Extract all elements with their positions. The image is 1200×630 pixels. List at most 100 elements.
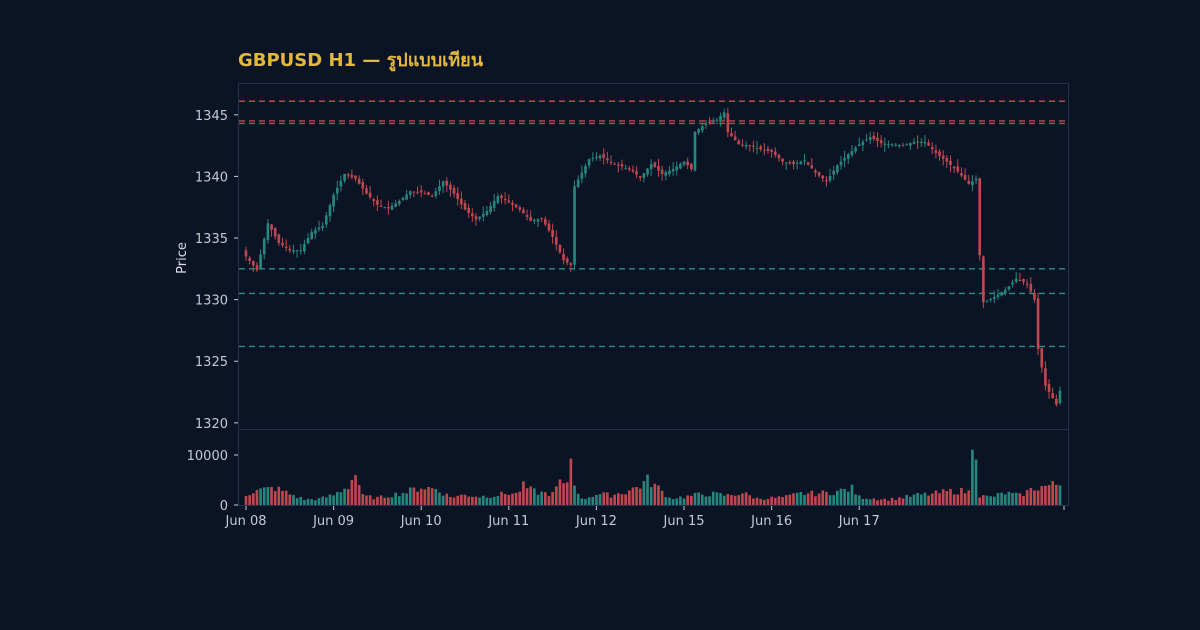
candle-body bbox=[715, 119, 719, 121]
candle-body bbox=[456, 192, 460, 199]
candle-body bbox=[803, 160, 806, 162]
volume-bar bbox=[649, 487, 653, 505]
volume-bar bbox=[365, 495, 368, 505]
candle-body bbox=[726, 113, 730, 133]
candle-body bbox=[960, 173, 963, 176]
candle-body bbox=[660, 169, 664, 174]
volume-bar bbox=[941, 489, 945, 505]
volume-bar bbox=[244, 495, 248, 505]
volume-bar bbox=[427, 486, 430, 505]
volume-bar bbox=[919, 494, 923, 505]
volume-bar bbox=[825, 491, 828, 505]
candle-body bbox=[507, 200, 511, 203]
volume-bar bbox=[591, 496, 595, 505]
candle-body bbox=[613, 163, 616, 165]
volume-bar bbox=[1007, 491, 1011, 505]
candle-body bbox=[251, 260, 255, 266]
candle-body bbox=[463, 203, 467, 210]
volume-bar bbox=[416, 491, 419, 505]
volume-bar bbox=[248, 495, 251, 505]
time-tick-label: Jun 08 bbox=[225, 514, 267, 529]
candle-body bbox=[617, 164, 620, 166]
candle-body bbox=[744, 145, 748, 147]
candle-body bbox=[489, 205, 492, 213]
volume-bar bbox=[361, 494, 365, 505]
candle-body bbox=[1051, 393, 1055, 399]
candle-body bbox=[496, 196, 500, 203]
candle-body bbox=[365, 188, 368, 194]
volume-bar bbox=[533, 488, 536, 505]
candle-body bbox=[288, 248, 292, 251]
candle-body bbox=[868, 136, 872, 141]
candle-body bbox=[310, 231, 314, 240]
volume-bar bbox=[335, 492, 339, 505]
volume-bar bbox=[434, 489, 438, 505]
candle-body bbox=[777, 154, 781, 159]
volume-bar bbox=[784, 495, 788, 505]
candle-body bbox=[281, 242, 284, 246]
candle-body bbox=[441, 181, 445, 187]
volume-bar bbox=[679, 496, 682, 505]
volume-bar bbox=[989, 496, 992, 505]
candle-body bbox=[690, 163, 693, 170]
candle-body bbox=[766, 148, 770, 151]
candle-body bbox=[394, 203, 397, 207]
candle-body bbox=[1033, 292, 1036, 300]
candle-body bbox=[324, 215, 328, 225]
candle-body bbox=[985, 300, 989, 302]
candle-body bbox=[277, 234, 281, 243]
volume-bar bbox=[492, 496, 496, 505]
volume-bar bbox=[1011, 492, 1014, 505]
candle-body bbox=[941, 155, 945, 159]
volume-bar bbox=[514, 492, 518, 505]
price-axis: 1320 1325 1330 1335 1340 1345 bbox=[195, 109, 238, 432]
candle-body bbox=[846, 154, 850, 159]
volume-bar bbox=[763, 499, 766, 505]
volume-bar bbox=[956, 494, 960, 505]
volume-bar bbox=[408, 487, 412, 505]
volume-bar bbox=[777, 496, 781, 505]
volume-bar bbox=[547, 496, 551, 505]
volume-bar bbox=[814, 496, 817, 505]
volume-bar bbox=[668, 497, 671, 505]
volume-bar bbox=[540, 491, 543, 505]
volume-bar bbox=[1029, 488, 1033, 505]
volume-bar bbox=[817, 493, 821, 505]
candle-body bbox=[795, 162, 799, 164]
volume-bar bbox=[978, 497, 982, 505]
candle-body bbox=[317, 227, 321, 230]
candle-body bbox=[708, 121, 711, 123]
volume-bar bbox=[839, 488, 843, 505]
candle-body bbox=[306, 238, 310, 244]
candle-body bbox=[529, 216, 533, 221]
candle-body bbox=[467, 207, 470, 213]
volume-bar bbox=[806, 493, 810, 505]
volume-bar bbox=[525, 488, 529, 505]
volume-bar bbox=[576, 493, 580, 505]
volume-bar bbox=[788, 494, 792, 505]
candle-body bbox=[850, 150, 854, 155]
candle-body bbox=[781, 158, 784, 162]
volume-bar bbox=[354, 474, 357, 505]
volume-bar bbox=[1003, 494, 1007, 505]
volume-bar bbox=[744, 492, 748, 505]
candle-body bbox=[1000, 292, 1003, 296]
volume-bar bbox=[803, 495, 806, 505]
volume-bar bbox=[934, 490, 938, 505]
candle-body bbox=[419, 190, 423, 193]
candle-body bbox=[591, 157, 595, 159]
volume-bar bbox=[963, 493, 967, 505]
candle-body bbox=[799, 161, 803, 165]
candle-body bbox=[675, 166, 679, 171]
volume-bar bbox=[930, 493, 934, 505]
volume-bar bbox=[850, 484, 854, 505]
candle-body bbox=[412, 191, 416, 193]
volume-bar bbox=[328, 494, 332, 505]
volume-bar bbox=[565, 482, 569, 505]
candle-body bbox=[814, 170, 817, 173]
candle-body bbox=[817, 172, 821, 176]
candle-body bbox=[1058, 390, 1062, 404]
volume-bar bbox=[671, 499, 675, 505]
candle-body bbox=[372, 199, 376, 202]
volume-bar bbox=[617, 493, 620, 505]
